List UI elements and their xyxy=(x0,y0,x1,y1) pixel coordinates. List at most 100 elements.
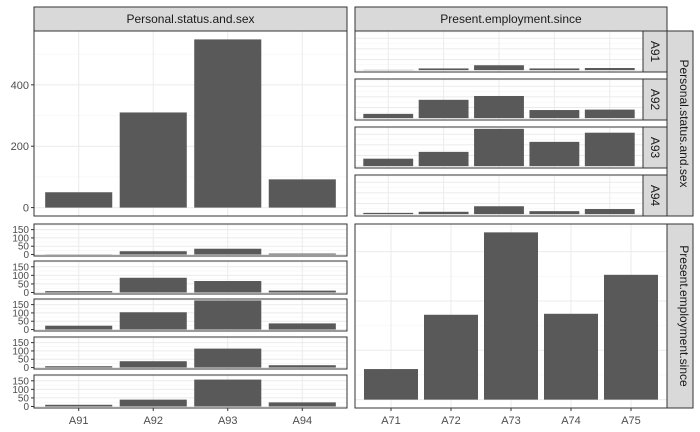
x-tick-label: A93 xyxy=(218,415,238,427)
y-tick-label: 0 xyxy=(23,288,29,299)
y-tick-label: 200 xyxy=(11,141,29,153)
bar-A75-A91 xyxy=(45,404,113,407)
bar-A74-A91 xyxy=(45,366,113,368)
small-strip-label-A92: A92 xyxy=(648,89,662,111)
bar-A94-A74 xyxy=(529,211,580,215)
y-tick-label: 50 xyxy=(18,242,30,253)
bar-A72-A91 xyxy=(45,291,113,293)
y-tick-label: 0 xyxy=(23,363,29,374)
y-tick-label: 100 xyxy=(12,346,29,357)
bar-A72-A93 xyxy=(194,281,262,293)
bar-A92-A75 xyxy=(584,109,635,119)
bar-A73-A94 xyxy=(268,323,336,330)
small-strip-A93 xyxy=(642,126,668,169)
bar-A75-A93 xyxy=(194,379,262,407)
bar-A94-A75 xyxy=(584,209,635,215)
small-panel-border xyxy=(33,298,348,332)
x-tick-label: A73 xyxy=(501,415,521,427)
y-tick-label: 100 xyxy=(12,308,29,319)
y-tick-label: 0 xyxy=(23,250,29,261)
panel-personal-status: Personal.status.and.sex 0 200 400 xyxy=(11,6,348,217)
bar-A94-A71 xyxy=(363,212,414,215)
x-tick-label: A71 xyxy=(381,415,401,427)
strip-label-personal-status-right: Personal.status.and.sex xyxy=(677,59,691,187)
strip-label-employment: Present.employment.since xyxy=(440,12,582,26)
small-strip-label-A91: A91 xyxy=(648,41,662,63)
bar-A91-A73 xyxy=(474,65,524,71)
y-tick-label: 150 xyxy=(12,338,29,349)
y-tick-label: 150 xyxy=(12,262,29,273)
bar-A75 xyxy=(604,274,658,400)
strip-label-employment-right: Present.employment.since xyxy=(677,245,691,387)
bar-A93-A73 xyxy=(474,128,524,167)
y-tick-label: 400 xyxy=(11,80,29,92)
bar-A91-A75 xyxy=(584,68,635,71)
panel-status-by-employment: 0501001500501001500501001500501001500501… xyxy=(12,223,348,413)
bar-A94-A73 xyxy=(474,206,524,215)
y-tick-label: 50 xyxy=(18,317,30,328)
bar-A73-A93 xyxy=(194,300,262,330)
y-tick-label: 100 xyxy=(12,385,29,396)
small-panel-A91: A91 xyxy=(354,30,668,73)
bar-A71-A92 xyxy=(119,251,187,255)
bar-A73-A91 xyxy=(45,325,113,330)
bar-A72-A94 xyxy=(268,290,336,293)
y-tick-label: 50 xyxy=(18,279,30,290)
bar-A94 xyxy=(268,179,336,208)
strip-label-personal-status: Personal.status.and.sex xyxy=(126,12,254,26)
bar-A73-A92 xyxy=(119,312,187,330)
small-panel-bg xyxy=(34,224,347,256)
bar-A93-A72 xyxy=(418,151,469,167)
strip-personal-status-right xyxy=(666,30,694,217)
small-panel-A93: A93 xyxy=(354,126,668,169)
y-tick-label: 0 xyxy=(23,402,29,413)
strip-personal-status xyxy=(33,6,348,32)
small-panels-employment: A91 A92 A93 A94 xyxy=(354,30,668,217)
x-tick-label: A91 xyxy=(69,415,89,427)
small-panel-border xyxy=(33,260,348,295)
bar-A93-A74 xyxy=(529,141,580,167)
bar-A91-A72 xyxy=(418,68,469,71)
small-panel-border xyxy=(33,374,348,409)
y-tick-label: 150 xyxy=(12,376,29,387)
x-tick-label: A94 xyxy=(292,415,312,427)
small-strip-label-A93: A93 xyxy=(648,137,662,159)
bar-A74-A92 xyxy=(119,361,187,368)
bar-A92-A72 xyxy=(418,99,469,119)
small-panel-bg xyxy=(34,261,347,294)
panel-employment-by-status: Present.employment.since A91 A92 A93 A94 Pe… xyxy=(354,6,694,217)
y-tick-label: 50 xyxy=(18,393,30,404)
bar-A71-A94 xyxy=(268,253,336,255)
bar-A74-A93 xyxy=(194,348,262,368)
y-tick-label: 50 xyxy=(18,355,30,366)
bar-A92 xyxy=(119,112,187,208)
y-tick-label: 100 xyxy=(12,271,29,282)
bar-A75-A94 xyxy=(268,402,336,407)
small-panel-bg xyxy=(34,337,347,369)
small-panel-border xyxy=(33,223,348,257)
y-tick-label: 150 xyxy=(12,225,29,236)
panel-employment: Present.employment.since xyxy=(354,223,694,409)
x-tick-label: A74 xyxy=(561,415,581,427)
bar-A72 xyxy=(424,314,478,400)
bar-A93 xyxy=(194,39,262,208)
bar-A74 xyxy=(544,313,598,400)
x-axis-employment: A71 A72 A73 A74 A75 xyxy=(381,408,641,427)
bar-A93-A75 xyxy=(584,132,635,167)
bars-employment xyxy=(364,232,658,400)
bar-A75-A92 xyxy=(119,399,187,407)
small-panel-A94: A94 xyxy=(354,174,668,217)
x-axis-personal-status: A91 A92 A93 A94 xyxy=(69,408,312,427)
bar-A91 xyxy=(45,192,113,208)
small-panels-personal-status: 0501001500501001500501001500501001500501… xyxy=(12,223,348,413)
small-panel-A92: A92 xyxy=(354,78,668,121)
bar-A92-A71 xyxy=(363,113,414,119)
x-tick-label: A92 xyxy=(143,415,163,427)
bar-A71-A93 xyxy=(194,248,262,255)
bar-A92-A73 xyxy=(474,95,524,119)
